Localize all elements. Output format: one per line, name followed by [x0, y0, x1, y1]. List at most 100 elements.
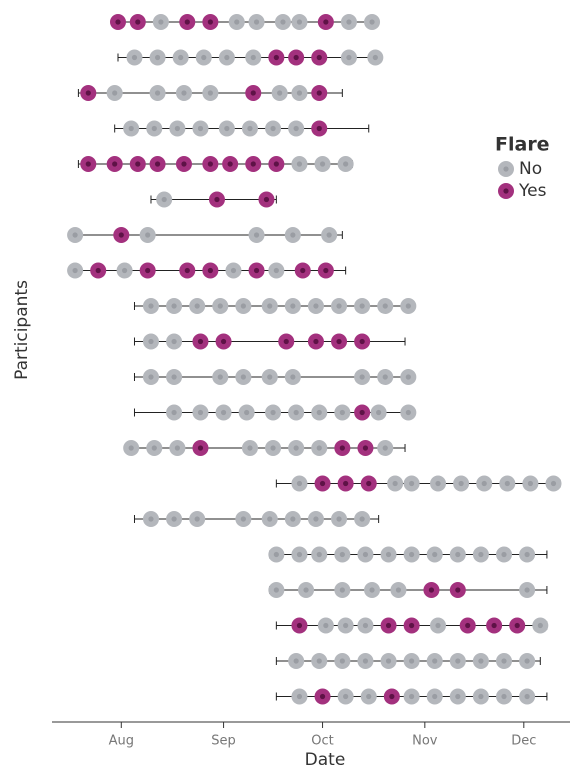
- dot-center: [273, 161, 279, 167]
- dot-center: [207, 19, 213, 25]
- dot-center: [359, 303, 365, 309]
- dot-center: [455, 658, 461, 664]
- dot-center: [85, 90, 91, 96]
- dot-center: [171, 516, 177, 522]
- dot-center: [343, 161, 349, 167]
- dot-center: [362, 551, 369, 558]
- dot-center: [435, 480, 441, 487]
- x-tick-label: Oct: [311, 734, 333, 749]
- dot-center: [296, 19, 303, 25]
- dot-center: [161, 196, 167, 203]
- dot-center: [197, 445, 204, 451]
- dot-center: [244, 409, 250, 416]
- dot-center: [296, 480, 303, 487]
- dot-center: [290, 374, 296, 380]
- dot-center: [273, 551, 279, 558]
- dot-center: [524, 587, 530, 593]
- dot-center: [72, 232, 78, 238]
- x-tick-label: Nov: [412, 734, 438, 749]
- dot-center: [293, 658, 299, 664]
- dot-center: [524, 693, 530, 700]
- legend-swatch-center: [503, 166, 509, 172]
- dot-center: [128, 445, 134, 451]
- dot-center: [478, 551, 484, 558]
- dot-center: [220, 409, 227, 416]
- dot-center: [537, 622, 543, 629]
- dot-center: [151, 445, 157, 451]
- dot-center: [270, 409, 276, 416]
- dot-center: [240, 516, 246, 522]
- dot-center: [343, 693, 349, 700]
- dot-center: [319, 161, 326, 167]
- legend-title: Flare: [495, 134, 550, 156]
- dot-center: [432, 551, 438, 558]
- dot-center: [432, 693, 438, 700]
- dot-center: [224, 54, 230, 61]
- dot-center: [339, 587, 345, 593]
- dot-center: [478, 693, 484, 700]
- dot-center: [303, 587, 309, 593]
- dot-center: [290, 303, 296, 309]
- dot-center: [316, 125, 322, 132]
- dot-center: [214, 196, 220, 203]
- dot-center: [273, 587, 279, 593]
- dot-center: [300, 267, 306, 274]
- dot-center: [217, 374, 223, 380]
- dot-center: [247, 125, 253, 132]
- dot-center: [455, 693, 461, 700]
- dot-center: [253, 19, 260, 25]
- dot-center: [458, 480, 464, 487]
- dot-center: [501, 693, 507, 700]
- dot-center: [197, 338, 204, 345]
- dot-center: [283, 338, 289, 345]
- dot-center: [319, 480, 326, 487]
- dot-center: [359, 374, 365, 380]
- dot-center: [465, 622, 471, 629]
- dot-center: [151, 125, 157, 132]
- dot-center: [174, 125, 180, 132]
- dot-center: [224, 125, 230, 132]
- dot-center: [339, 658, 345, 664]
- dot-center: [270, 445, 276, 451]
- legend-label: Yes: [518, 181, 547, 201]
- dot-center: [527, 480, 534, 487]
- dot-center: [253, 232, 260, 238]
- dot-center: [362, 658, 369, 664]
- dot-center: [154, 54, 161, 61]
- dot-center: [359, 338, 365, 345]
- dot-center: [316, 658, 322, 664]
- dot-center: [290, 232, 296, 238]
- dot-center: [376, 409, 382, 416]
- legend-swatch-center: [503, 188, 509, 194]
- dot-center: [514, 622, 520, 629]
- dot-center: [234, 19, 240, 25]
- x-tick-label: Aug: [109, 734, 134, 749]
- dot-center: [178, 54, 184, 61]
- dot-center: [197, 409, 204, 416]
- dot-center: [409, 658, 415, 664]
- dot-center: [154, 90, 161, 96]
- dot-center: [323, 622, 329, 629]
- dot-center: [501, 551, 507, 558]
- dot-center: [240, 303, 246, 309]
- dot-center: [240, 374, 246, 380]
- dot-center: [550, 480, 557, 487]
- dot-center: [326, 232, 332, 238]
- dot-center: [491, 622, 497, 629]
- dot-center: [135, 161, 141, 167]
- dot-center: [112, 161, 118, 167]
- dot-center: [194, 303, 200, 309]
- dot-center: [194, 516, 200, 522]
- dot-center: [174, 445, 180, 451]
- x-tick-label: Sep: [211, 734, 236, 749]
- dot-center: [369, 19, 375, 25]
- dot-center: [171, 409, 177, 416]
- dot-center: [409, 551, 415, 558]
- dot-center: [336, 338, 342, 345]
- dot-center: [293, 445, 299, 451]
- dot-center: [207, 267, 213, 274]
- dot-center: [336, 303, 342, 309]
- dot-center: [247, 445, 253, 451]
- dot-center: [385, 551, 392, 558]
